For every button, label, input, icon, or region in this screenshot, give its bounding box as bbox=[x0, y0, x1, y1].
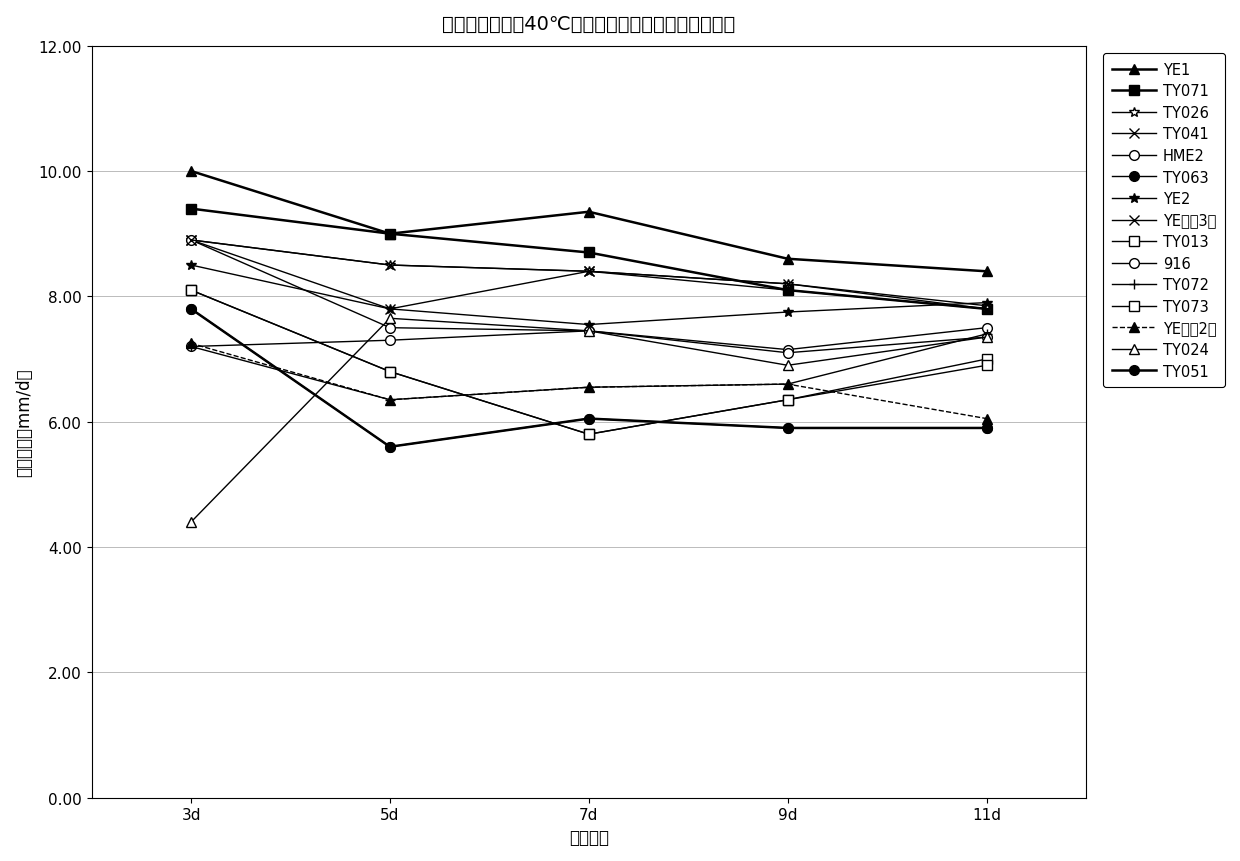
TY071 bbox=[780, 286, 795, 296]
Line: TY013: TY013 bbox=[186, 286, 991, 440]
Line: TY041: TY041 bbox=[186, 236, 991, 314]
HME2 bbox=[382, 323, 397, 333]
HME2 bbox=[980, 323, 994, 333]
TY026 bbox=[382, 261, 397, 271]
TY063 bbox=[184, 304, 198, 314]
TY072 bbox=[184, 342, 198, 352]
X-axis label: 培养时间: 培养时间 bbox=[569, 828, 609, 846]
TY072 bbox=[980, 330, 994, 340]
Line: YE1: YE1 bbox=[186, 167, 991, 277]
TY013 bbox=[780, 395, 795, 406]
TY024 bbox=[382, 313, 397, 324]
YE（天3） bbox=[184, 236, 198, 246]
916 bbox=[382, 336, 397, 346]
YE1 bbox=[382, 229, 397, 239]
TY071 bbox=[382, 229, 397, 239]
YE（天3） bbox=[582, 267, 596, 277]
Line: YE（天2）: YE（天2） bbox=[186, 339, 991, 424]
YE2 bbox=[582, 320, 596, 331]
YE（天2） bbox=[582, 382, 596, 393]
TY013 bbox=[184, 286, 198, 296]
TY024 bbox=[780, 361, 795, 371]
Line: TY073: TY073 bbox=[186, 286, 991, 440]
TY041 bbox=[382, 304, 397, 314]
TY063 bbox=[780, 424, 795, 434]
Line: TY024: TY024 bbox=[186, 314, 991, 527]
YE1 bbox=[582, 208, 596, 218]
YE（天3） bbox=[980, 304, 994, 314]
Line: TY072: TY072 bbox=[186, 330, 991, 406]
TY024 bbox=[184, 517, 198, 528]
Line: TY026: TY026 bbox=[186, 236, 991, 312]
YE2 bbox=[184, 261, 198, 271]
YE（天3） bbox=[382, 261, 397, 271]
TY071 bbox=[980, 304, 994, 314]
TY026 bbox=[780, 279, 795, 289]
YE2 bbox=[382, 304, 397, 314]
YE2 bbox=[980, 298, 994, 308]
TY013 bbox=[582, 430, 596, 440]
HME2 bbox=[582, 326, 596, 337]
TY024 bbox=[980, 332, 994, 343]
TY041 bbox=[780, 279, 795, 289]
Legend: YE1, TY071, TY026, TY041, HME2, TY063, YE2, YE（天3）, TY013, 916, TY072, TY073, YE: YE1, TY071, TY026, TY041, HME2, TY063, Y… bbox=[1104, 54, 1225, 388]
TY072 bbox=[382, 395, 397, 406]
Line: HME2: HME2 bbox=[186, 236, 991, 355]
TY071 bbox=[184, 204, 198, 214]
TY073 bbox=[980, 361, 994, 371]
YE（天2） bbox=[780, 380, 795, 390]
TY026 bbox=[980, 301, 994, 312]
Line: TY063: TY063 bbox=[186, 305, 991, 452]
TY073 bbox=[184, 286, 198, 296]
TY072 bbox=[582, 382, 596, 393]
TY051 bbox=[980, 424, 994, 434]
YE2 bbox=[780, 307, 795, 318]
Line: YE（天3）: YE（天3） bbox=[186, 236, 991, 314]
Line: TY071: TY071 bbox=[186, 205, 991, 314]
916 bbox=[980, 332, 994, 343]
TY041 bbox=[980, 304, 994, 314]
TY051 bbox=[582, 414, 596, 424]
TY026 bbox=[184, 236, 198, 246]
TY073 bbox=[582, 430, 596, 440]
TY013 bbox=[980, 355, 994, 365]
Y-axis label: 生长速度（mm/d）: 生长速度（mm/d） bbox=[15, 368, 33, 476]
YE（天2） bbox=[382, 395, 397, 406]
YE1 bbox=[780, 254, 795, 264]
TY051 bbox=[382, 442, 397, 452]
YE1 bbox=[184, 167, 198, 177]
TY041 bbox=[582, 267, 596, 277]
916 bbox=[582, 326, 596, 337]
TY071 bbox=[582, 248, 596, 258]
Line: TY051: TY051 bbox=[186, 305, 991, 452]
TY073 bbox=[780, 395, 795, 406]
YE（天2） bbox=[184, 338, 198, 349]
TY063 bbox=[382, 442, 397, 452]
TY041 bbox=[184, 236, 198, 246]
HME2 bbox=[780, 345, 795, 356]
TY013 bbox=[382, 367, 397, 377]
Line: YE2: YE2 bbox=[186, 261, 991, 330]
YE（天2） bbox=[980, 414, 994, 424]
Line: 916: 916 bbox=[186, 326, 991, 358]
TY063 bbox=[980, 424, 994, 434]
HME2 bbox=[184, 236, 198, 246]
TY063 bbox=[582, 414, 596, 424]
916 bbox=[184, 342, 198, 352]
TY073 bbox=[382, 367, 397, 377]
YE1 bbox=[980, 267, 994, 277]
TY051 bbox=[780, 424, 795, 434]
TY024 bbox=[582, 326, 596, 337]
TY072 bbox=[780, 380, 795, 390]
TY051 bbox=[184, 304, 198, 314]
TY026 bbox=[582, 267, 596, 277]
YE（天3） bbox=[780, 286, 795, 296]
916 bbox=[780, 348, 795, 358]
Title: 不同云耳菌株在40℃下不同培养时间后恢复生长速度: 不同云耳菌株在40℃下不同培养时间后恢复生长速度 bbox=[443, 15, 735, 34]
